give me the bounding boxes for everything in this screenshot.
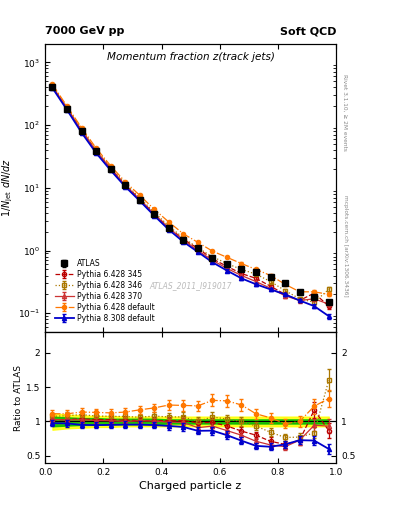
Text: Rivet 3.1.10, ≥ 2M events: Rivet 3.1.10, ≥ 2M events — [343, 74, 348, 151]
Text: 7000 GeV pp: 7000 GeV pp — [45, 26, 125, 36]
Text: Soft QCD: Soft QCD — [279, 26, 336, 36]
Y-axis label: $1/N_\mathrm{jet}\ dN/dz$: $1/N_\mathrm{jet}\ dN/dz$ — [1, 158, 15, 218]
Y-axis label: Ratio to ATLAS: Ratio to ATLAS — [14, 365, 23, 431]
Text: ATLAS_2011_I919017: ATLAS_2011_I919017 — [149, 282, 232, 290]
Legend: ATLAS, Pythia 6.428 345, Pythia 6.428 346, Pythia 6.428 370, Pythia 6.428 defaul: ATLAS, Pythia 6.428 345, Pythia 6.428 34… — [55, 259, 155, 323]
Text: Momentum fraction z(track jets): Momentum fraction z(track jets) — [107, 52, 275, 62]
X-axis label: Charged particle z: Charged particle z — [140, 481, 242, 492]
Text: mcplots.cern.ch [arXiv:1306.3436]: mcplots.cern.ch [arXiv:1306.3436] — [343, 195, 348, 296]
